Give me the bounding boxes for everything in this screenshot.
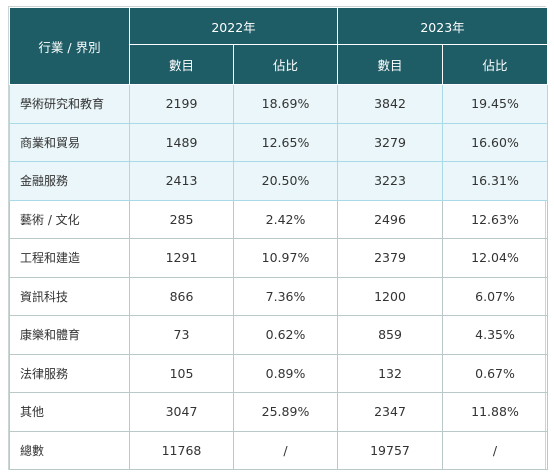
count-2022-cell: 1291 (129, 238, 234, 278)
count-2022-cell: 73 (129, 315, 234, 355)
count-2022-cell: 2199 (129, 84, 234, 124)
count-2023-cell: 2496 (337, 199, 443, 239)
table-row: 學術研究和教育 2199 18.69% 3842 19.45% (9, 84, 548, 124)
share-2023-cell: 16.31% (442, 161, 548, 201)
row-label: 其他 (9, 392, 130, 432)
count-2022-cell: 105 (129, 353, 234, 393)
data-table-frame: 行業 / 界別 2022年 2023年 數目 佔比 數目 佔比 學術研究和教育 … (8, 6, 548, 470)
table-row: 藝術 / 文化 285 2.42% 2496 12.63% (9, 199, 548, 239)
count-2023-cell: 1200 (337, 276, 443, 316)
count-2023-cell: 19757 (337, 430, 443, 470)
count-2022-cell: 3047 (129, 392, 234, 432)
share-2023-cell: 6.07% (442, 276, 548, 316)
count-2023-cell: 2379 (337, 238, 443, 278)
share-2022-cell: 10.97% (233, 238, 338, 278)
share-2023-cell: 12.63% (442, 199, 548, 239)
table-row: 法律服務 105 0.89% 132 0.67% (9, 353, 548, 393)
table-row: 商業和貿易 1489 12.65% 3279 16.60% (9, 122, 548, 162)
share-2023-cell: 0.67% (442, 353, 548, 393)
share-2022-cell: 20.50% (233, 161, 338, 201)
count-2022-cell: 866 (129, 276, 234, 316)
row-label: 資訊科技 (9, 276, 130, 316)
count-2022-cell: 11768 (129, 430, 234, 470)
share-2023-cell: 4.35% (442, 315, 548, 355)
row-label: 金融服務 (9, 161, 130, 201)
count-2022-cell: 1489 (129, 122, 234, 162)
share-2022-cell: 2.42% (233, 199, 338, 239)
table-row: 康樂和體育 73 0.62% 859 4.35% (9, 315, 548, 355)
share-2022-cell: 7.36% (233, 276, 338, 316)
subheader-share-2022: 佔比 (233, 44, 338, 85)
row-label: 藝術 / 文化 (9, 199, 130, 239)
category-header: 行業 / 界別 (9, 7, 130, 85)
share-2022-cell: 18.69% (233, 84, 338, 124)
count-2023-cell: 3842 (337, 84, 443, 124)
count-2022-cell: 2413 (129, 161, 234, 201)
count-2023-cell: 3223 (337, 161, 443, 201)
year-header-2023: 2023年 (337, 7, 548, 45)
row-label: 工程和建造 (9, 238, 130, 278)
row-label: 康樂和體育 (9, 315, 130, 355)
share-2022-cell: 12.65% (233, 122, 338, 162)
share-2022-cell: 0.89% (233, 353, 338, 393)
share-2023-cell: 16.60% (442, 122, 548, 162)
year-header-2022: 2022年 (129, 7, 338, 45)
share-2023-cell: 19.45% (442, 84, 548, 124)
table-body: 學術研究和教育 2199 18.69% 3842 19.45% 商業和貿易 14… (9, 84, 548, 470)
share-2022-cell: 25.89% (233, 392, 338, 432)
share-2022-cell: 0.62% (233, 315, 338, 355)
row-label: 商業和貿易 (9, 122, 130, 162)
count-2023-cell: 859 (337, 315, 443, 355)
table-row: 金融服務 2413 20.50% 3223 16.31% (9, 161, 548, 201)
table-row: 工程和建造 1291 10.97% 2379 12.04% (9, 238, 548, 278)
subheader-count-2022: 數目 (129, 44, 234, 85)
subheader-count-2023: 數目 (337, 44, 443, 85)
industry-statistics-table: 行業 / 界別 2022年 2023年 數目 佔比 數目 佔比 學術研究和教育 … (9, 7, 548, 470)
count-2023-cell: 132 (337, 353, 443, 393)
share-2022-cell: / (233, 430, 338, 470)
header-row-subheaders: 數目 佔比 數目 佔比 (10, 44, 548, 85)
row-label: 法律服務 (9, 353, 130, 393)
count-2022-cell: 285 (129, 199, 234, 239)
count-2023-cell: 3279 (337, 122, 443, 162)
share-2023-cell: 11.88% (442, 392, 548, 432)
subheader-share-2023: 佔比 (442, 44, 548, 85)
header-row-years: 行業 / 界別 2022年 2023年 (9, 7, 548, 85)
row-label: 學術研究和教育 (9, 84, 130, 124)
count-2023-cell: 2347 (337, 392, 443, 432)
share-2023-cell: 12.04% (442, 238, 548, 278)
table-row: 其他 3047 25.89% 2347 11.88% (9, 392, 548, 432)
table-row-total: 總數 11768 / 19757 / (9, 430, 548, 470)
share-2023-cell: / (442, 430, 548, 470)
table-row: 資訊科技 866 7.36% 1200 6.07% (9, 276, 548, 316)
row-label: 總數 (9, 430, 130, 470)
